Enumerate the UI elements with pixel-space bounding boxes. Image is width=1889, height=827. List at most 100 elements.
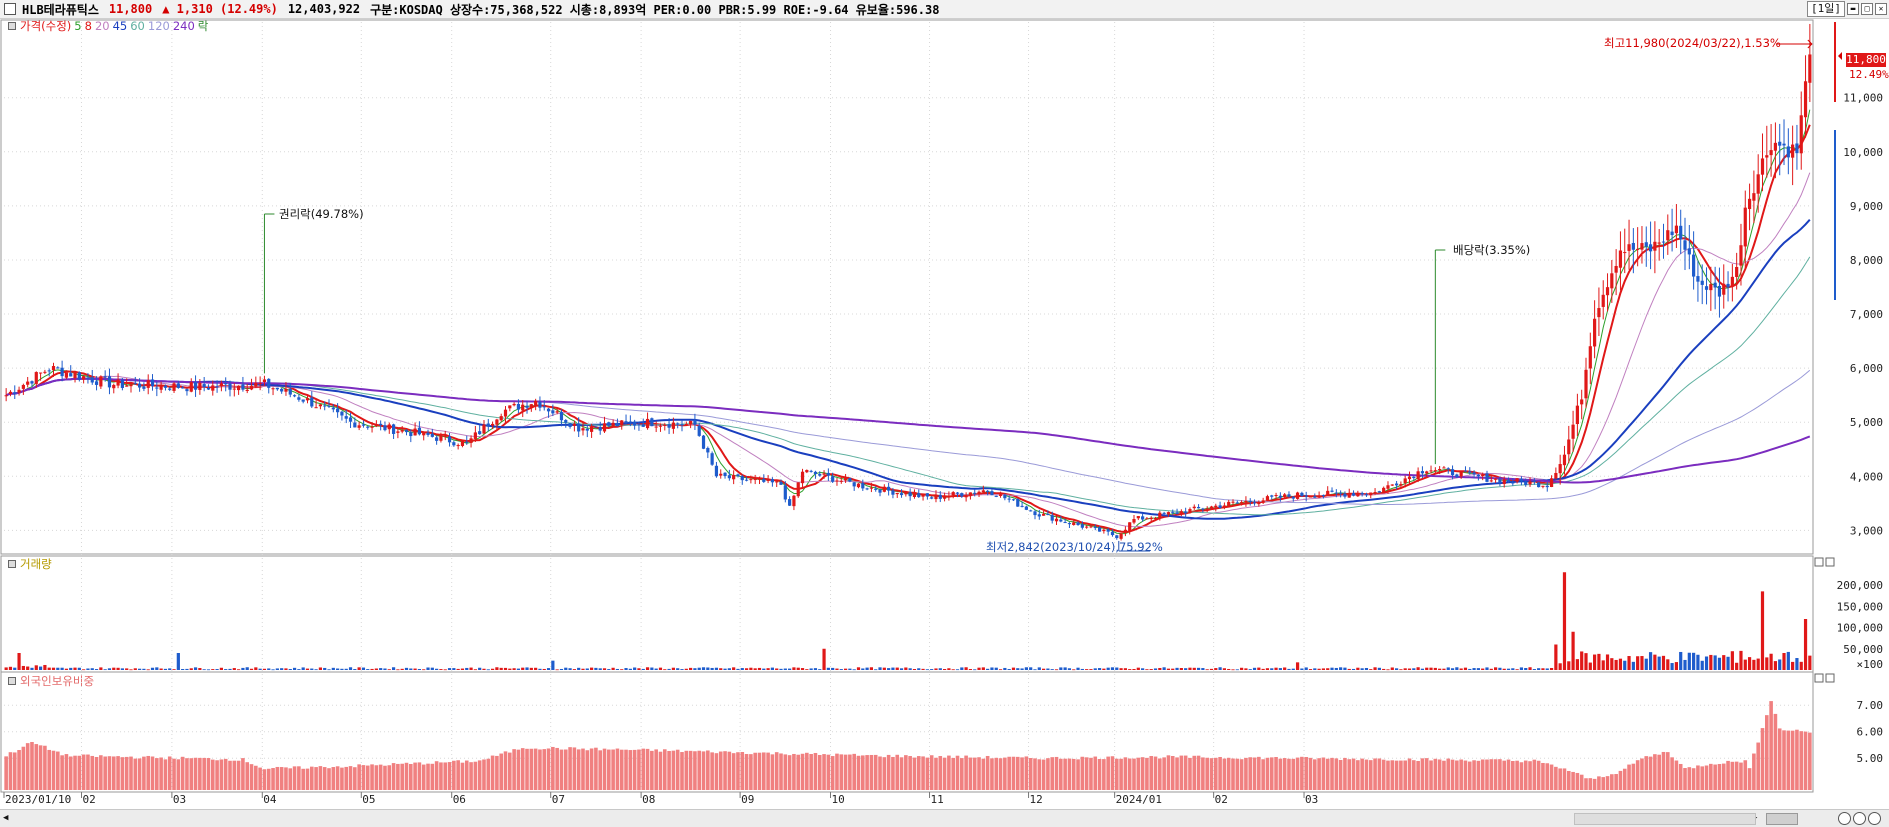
foreign-bar-142	[615, 748, 620, 790]
foreign-bar-234	[1011, 756, 1016, 790]
period-button[interactable]: [1일]	[1807, 1, 1845, 17]
candle-225	[973, 492, 977, 494]
zoom-out-icon[interactable]	[1838, 812, 1851, 825]
price-tick-label-5: 8,000	[1850, 254, 1883, 267]
legend-price-title[interactable]: 가격(수정)	[20, 19, 72, 33]
trade-volume: 12,403,922	[287, 2, 361, 16]
scroll-track[interactable]	[1574, 813, 1756, 825]
foreign-bar-288	[1244, 757, 1248, 790]
foreign-bar-296	[1278, 758, 1283, 790]
foreign-bar-366	[1579, 774, 1584, 790]
legend-ma-240[interactable]: 240	[172, 19, 195, 33]
candle-277	[1196, 506, 1201, 509]
volume-bar-123	[534, 667, 538, 670]
legend-ma-8[interactable]: 8	[84, 19, 92, 33]
legend-foreign-title[interactable]: 외국인보유비중	[20, 674, 95, 688]
volume-bar-120	[521, 667, 525, 670]
foreign-bar-26	[116, 756, 120, 790]
volume-bar-406	[1752, 659, 1756, 670]
volume-bar-318	[1373, 667, 1377, 670]
volume-bar-135	[585, 668, 589, 670]
candle-114	[495, 419, 499, 425]
candle-265	[1145, 518, 1149, 520]
legend-event-lock[interactable]: 락	[197, 19, 209, 33]
scroll-thumb[interactable]	[1766, 813, 1798, 825]
candle-254	[1097, 527, 1102, 532]
legend-ma-20[interactable]: 20	[94, 19, 110, 33]
candle-16	[73, 372, 77, 379]
candle-48	[211, 385, 215, 391]
candle-117	[508, 405, 512, 409]
foreign-bar-417	[1799, 731, 1804, 790]
volume-bar-334	[1442, 668, 1446, 670]
candle-56	[245, 389, 249, 391]
foreign-bar-162	[701, 751, 706, 790]
foreign-bar-53	[232, 760, 237, 790]
pane-menu-icon[interactable]	[8, 22, 16, 30]
volume-bar-93	[404, 667, 409, 670]
zoom-reset-icon[interactable]	[1853, 812, 1866, 825]
stock-name[interactable]: HLB테라퓨틱스	[22, 2, 99, 17]
legend-volume-title[interactable]: 거래량	[20, 557, 52, 571]
legend-ma-60[interactable]: 60	[130, 19, 145, 33]
candle-197	[852, 482, 856, 487]
foreign-bar-126	[546, 748, 551, 790]
foreign-bar-13	[60, 755, 64, 790]
candle-67	[292, 395, 297, 397]
time-tick-label-12: 2024/01	[1116, 793, 1162, 806]
volume-bar-370	[1597, 653, 1601, 670]
volume-bar-322	[1390, 667, 1394, 670]
candle-383	[1653, 241, 1657, 251]
foreign-bar-336	[1450, 759, 1455, 790]
minimize-icon[interactable]: ▬	[1847, 3, 1859, 15]
candle-7	[34, 372, 38, 384]
volume-bar-147	[637, 668, 641, 670]
foreign-bar-37	[163, 759, 168, 790]
candle-253	[1093, 527, 1097, 529]
rights-event-label: 권리락(49.78%)	[279, 207, 364, 221]
legend-ma-5[interactable]: 5	[74, 19, 82, 33]
volume-bar-369	[1593, 654, 1597, 670]
volume-bar-279	[1205, 669, 1209, 671]
volume-bar-227	[981, 667, 985, 670]
scroll-left-icon[interactable]: ◀	[3, 813, 9, 823]
candle-267	[1153, 518, 1158, 520]
candle-101	[439, 435, 443, 441]
chart-select-checkbox[interactable]	[4, 3, 16, 15]
candle-252	[1089, 526, 1093, 528]
foreign-bar-275	[1188, 757, 1192, 790]
volume-bar-49	[215, 669, 219, 670]
foreign-bar-355	[1532, 759, 1537, 790]
foreign-bar-209	[904, 755, 908, 790]
candle-249	[1076, 522, 1080, 526]
foreign-bar-406	[1752, 753, 1756, 790]
foreign-bar-178	[770, 754, 775, 790]
maximize-icon[interactable]: □	[1861, 3, 1873, 15]
candle-27	[120, 379, 124, 388]
foreign-bar-17	[77, 755, 82, 790]
foreign-bar-131	[568, 747, 572, 790]
close-icon[interactable]: ✕	[1875, 3, 1887, 15]
legend-ma-45[interactable]: 45	[112, 19, 128, 33]
zoom-in-icon[interactable]	[1868, 812, 1881, 825]
volume-pane-menu-icon[interactable]	[8, 560, 16, 568]
foreign-bar-281	[1213, 757, 1218, 790]
candle-12	[56, 367, 60, 369]
volume-bar-7	[34, 665, 38, 670]
foreign-bar-259	[1119, 758, 1123, 790]
foreign-tick-label-1: 6.00	[1857, 726, 1884, 739]
foreign-pane-menu-icon[interactable]	[8, 677, 16, 685]
candle-213	[921, 493, 925, 497]
legend-ma-120[interactable]: 120	[147, 19, 170, 33]
candle-248	[1072, 522, 1076, 526]
volume-bar-145	[628, 668, 632, 670]
foreign-bar-413	[1782, 730, 1786, 790]
candle-118	[512, 403, 516, 406]
foreign-bar-383	[1653, 754, 1657, 790]
volume-bar-32	[142, 668, 146, 670]
foreign-bar-119	[516, 749, 521, 790]
candle-58	[254, 382, 258, 387]
candle-330	[1425, 471, 1429, 474]
volume-bar-331	[1429, 667, 1433, 670]
